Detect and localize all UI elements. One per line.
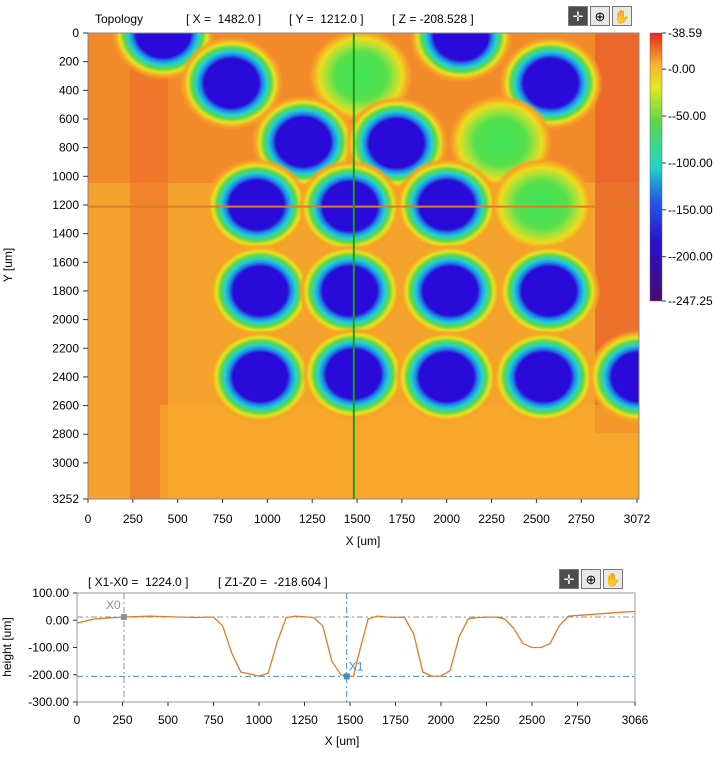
heatmap-x-tick-7: 1750: [389, 512, 416, 526]
heatmap-well-10: [394, 157, 499, 252]
heatmap-x-tick-0: 0: [85, 512, 92, 526]
heatmap-well-18: [394, 329, 499, 424]
colorbar-tick-6: --247.25: [668, 294, 713, 308]
heatmap-x-tick-8: 2000: [433, 512, 460, 526]
heatmap-x-tick-12: 3072: [624, 512, 651, 526]
heatmap-well-16: [208, 329, 313, 424]
heatmap-x-tick-2: 500: [168, 512, 188, 526]
heatmap-well-19: [491, 329, 596, 424]
profile-x-axis-label: X [um]: [325, 734, 360, 748]
cursor-z-readout: [ Z = -208.528 ]: [392, 12, 474, 26]
colorbar-tick-0: -38.59: [668, 26, 702, 40]
profile-y-tick-3: -200.00: [28, 668, 69, 682]
heatmap-x-axis-label: X [um]: [346, 534, 381, 548]
heatmap-x-tick-1: 250: [123, 512, 143, 526]
crosshair-icon[interactable]: ✛: [568, 6, 588, 26]
profile-x-tick-8: 2000: [428, 713, 455, 727]
crosshair-icon[interactable]: ✛: [559, 569, 579, 589]
heatmap-x-tick-11: 2750: [568, 512, 595, 526]
heatmap-y-tick-13: 2600: [52, 399, 79, 413]
profile-x-tick-5: 1250: [291, 713, 318, 727]
topology-title: Topology: [95, 12, 144, 26]
heatmap-well-13: [297, 243, 402, 338]
heatmap-well-11: [489, 157, 594, 252]
heatmap-y-tick-6: 1200: [52, 198, 79, 212]
profile-x-tick-0: 0: [74, 713, 81, 727]
profile-cursor-label-X0: X0: [106, 598, 121, 612]
heatmap-y-tick-1: 200: [59, 55, 79, 69]
profile-x-tick-9: 2250: [473, 713, 500, 727]
heatmap-well-20: [587, 329, 639, 424]
profile-x-tick-11: 2750: [564, 713, 591, 727]
heatmap-y-tick-7: 1400: [52, 227, 79, 241]
profile-x-tick-3: 750: [203, 713, 223, 727]
hand-icon[interactable]: ✋: [612, 6, 632, 26]
profile-y-tick-0: 100.00: [32, 586, 69, 600]
topology-toolbar: ✛ ⊕ ✋: [568, 6, 632, 26]
profile-x-tick-2: 500: [158, 713, 178, 727]
delta-x-readout: [ X1-X0 = 1224.0 ]: [88, 575, 189, 589]
colorbar-tick-5: --200.00: [668, 250, 713, 264]
colorbar-tick-4: --150.00: [668, 203, 713, 217]
heatmap-y-tick-4: 800: [59, 141, 79, 155]
profile-x-tick-1: 250: [112, 713, 132, 727]
profile-y-tick-4: -300.00: [28, 695, 69, 709]
heatmap-x-tick-6: 1500: [344, 512, 371, 526]
heatmap-y-tick-9: 1800: [52, 284, 79, 298]
heatmap-well-2: [179, 36, 284, 131]
heatmap-y-tick-0: 0: [72, 26, 79, 40]
profile-x-tick-10: 2500: [519, 713, 546, 727]
heatmap-well-8: [204, 157, 309, 252]
colorbar: [649, 32, 663, 302]
heatmap-y-tick-10: 2000: [52, 313, 79, 327]
heatmap-y-tick-3: 600: [59, 112, 79, 126]
heatmap-x-tick-4: 1000: [254, 512, 281, 526]
cursor-x-readout: [ X = 1482.0 ]: [186, 12, 262, 26]
heatmap-y-tick-16: 3252: [52, 492, 79, 506]
profile-series-line: [76, 610, 636, 678]
profile-x-tick-6: 1500: [337, 713, 364, 727]
heatmap-y-tick-14: 2800: [52, 427, 79, 441]
colorbar-tick-3: --100.00: [668, 156, 713, 170]
profile-y-tick-1: 0.00: [46, 613, 70, 627]
heatmap-y-tick-11: 2200: [52, 341, 79, 355]
heatmap-y-tick-8: 1600: [52, 255, 79, 269]
profile-cursor-label-X1: X1: [349, 659, 364, 673]
heatmap-y-axis-label: Y [um]: [1, 248, 15, 282]
heatmap-x-tick-9: 2250: [478, 512, 505, 526]
colorbar-tick-1: -0.00: [668, 62, 696, 76]
profile-plot-area: [76, 592, 636, 703]
topology-heatmap[interactable]: 0 250 500 750 1000 1250 1500 1750 2000 2250 2500 27…: [0, 0, 727, 560]
heatmap-frame: [87, 32, 640, 500]
hand-icon[interactable]: ✋: [603, 569, 623, 589]
colorbar-tick-2: --50.00: [668, 109, 706, 123]
profile-cursor-marker-X1[interactable]: [343, 673, 350, 680]
heatmap-y-tick-15: 3000: [52, 456, 79, 470]
heatmap-well-1: [409, 33, 514, 83]
profile-cursor-marker-X0[interactable]: [120, 613, 127, 620]
heatmap-x-tick-5: 1250: [299, 512, 326, 526]
profile-chart[interactable]: X0 X1 0 250 500 750 1000 1250 1500 1750 2000 2250 2…: [0, 585, 727, 757]
zoom-icon[interactable]: ⊕: [590, 6, 610, 26]
zoom-icon[interactable]: ⊕: [581, 569, 601, 589]
delta-z-readout: [ Z1-Z0 = -218.604 ]: [218, 575, 328, 589]
profile-y-tick-2: -100.00: [28, 641, 69, 655]
heatmap-well-14: [398, 243, 503, 338]
profile-y-axis-label: height [um]: [0, 617, 14, 676]
profile-x-tick-12: 3066: [622, 713, 649, 727]
cursor-y-readout: [ Y = 1212.0 ]: [289, 12, 364, 26]
heatmap-x-tick-3: 750: [213, 512, 233, 526]
heatmap-well-12: [208, 243, 313, 338]
profile-x-tick-4: 1000: [246, 713, 273, 727]
profile-x-tick-7: 1750: [382, 713, 409, 727]
heatmap-well-15: [496, 243, 601, 338]
heatmap-y-tick-12: 2400: [52, 370, 79, 384]
heatmap-x-tick-10: 2500: [523, 512, 550, 526]
heatmap-y-tick-5: 1000: [52, 169, 79, 183]
heatmap-lower-plate: [160, 405, 639, 499]
profile-toolbar: ✛ ⊕ ✋: [559, 569, 623, 589]
heatmap-y-tick-2: 400: [59, 83, 79, 97]
